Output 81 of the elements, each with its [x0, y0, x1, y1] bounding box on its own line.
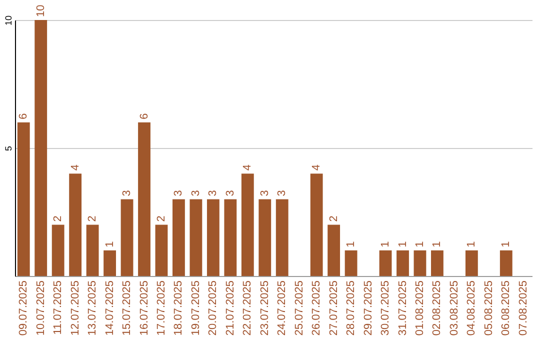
data-label: 3: [224, 190, 236, 196]
bar: [52, 224, 64, 276]
data-label: 3: [172, 190, 185, 196]
bar: [328, 224, 340, 276]
data-label: 1: [380, 241, 392, 248]
bar: [86, 224, 99, 276]
bar: [310, 174, 323, 276]
x-tick-label: 20.07.2025: [207, 280, 220, 336]
data-label: 10: [34, 4, 47, 17]
bar: [17, 122, 30, 276]
data-label: 1: [500, 241, 512, 248]
x-tick-label: 19.07.2025: [190, 280, 202, 336]
bar: [224, 199, 237, 276]
bar: [34, 20, 48, 276]
x-tick-label: 31.07.2025: [396, 280, 409, 336]
bar: [241, 174, 254, 276]
bar: [396, 250, 409, 276]
x-tick-label: 05.08.2025: [482, 280, 495, 336]
bar: [69, 174, 82, 276]
x-tick-label: 30.07.2025: [380, 280, 392, 336]
x-tick-label: 29.07.2025: [362, 280, 374, 336]
x-tick-label: 15.07.2025: [121, 280, 134, 336]
x-tick-label: 25.07.2025: [293, 280, 306, 336]
data-label: 2: [52, 216, 64, 222]
data-label: 2: [328, 216, 340, 222]
bar: [206, 199, 220, 276]
data-label: 4: [69, 164, 82, 171]
x-tick-label: 07.08.2025: [517, 280, 530, 336]
data-label: 3: [258, 190, 271, 196]
x-tick-label: 04.08.2025: [466, 280, 478, 336]
data-label: 2: [86, 216, 99, 222]
data-label: 2: [155, 216, 168, 222]
x-tick-label: 10.07.2025: [34, 280, 47, 336]
x-tick-label: 01.08.2025: [414, 280, 426, 336]
x-tick-label: 13.07.2025: [86, 280, 99, 336]
data-label: 1: [414, 241, 426, 248]
x-tick-label: 28.07.2025: [345, 280, 358, 336]
data-label: 3: [276, 190, 288, 196]
bar: [414, 250, 426, 276]
x-tick-label: 21.07.2025: [224, 280, 236, 336]
data-label: 3: [207, 190, 220, 196]
bar: [138, 122, 150, 276]
x-tick-label: 27.07.2025: [328, 280, 340, 336]
x-tick-label: 11.07.2025: [52, 280, 64, 335]
x-tick-label: 06.08.2025: [500, 280, 512, 336]
bar: [172, 199, 185, 276]
bar: [276, 199, 288, 276]
data-label: 1: [396, 241, 409, 248]
data-label: 4: [242, 164, 254, 171]
data-label: 1: [431, 241, 444, 248]
data-label: 6: [138, 113, 150, 120]
x-tick-label: 02.08.2025: [431, 280, 444, 336]
x-tick-label: 16.07.2025: [138, 280, 150, 336]
bar: [104, 250, 116, 276]
x-tick-label: 14.07.2025: [104, 280, 116, 336]
x-tick-label: 17.07.2025: [155, 280, 168, 336]
bar: [431, 250, 444, 276]
bar: [465, 250, 478, 276]
bar: [190, 199, 202, 276]
bar: [500, 250, 512, 276]
bar: [155, 224, 168, 276]
x-tick-label: 12.07.2025: [69, 280, 82, 336]
bar: [379, 250, 392, 276]
data-label: 6: [18, 113, 30, 120]
x-tick-label: 03.08.2025: [448, 280, 460, 336]
x-tick-label: 24.07.2025: [276, 280, 288, 336]
x-tick-label: 22.07.2025: [242, 280, 254, 336]
data-label: 3: [121, 190, 134, 196]
x-tick-label: 23.07.2025: [258, 280, 271, 336]
data-label: 4: [310, 164, 323, 171]
data-label: 1: [466, 241, 478, 248]
bar: [258, 199, 272, 276]
bar: [120, 199, 134, 276]
bar: [344, 250, 358, 276]
x-tick-label: 18.07.2025: [172, 280, 185, 336]
x-tick-label: 09.07.2025: [18, 280, 30, 336]
data-label: 1: [104, 241, 116, 248]
data-label: 1: [345, 241, 358, 248]
x-tick-label: 26.07.2025: [310, 280, 323, 336]
y-tick-label: 5: [4, 146, 14, 152]
data-label: 3: [190, 190, 202, 196]
